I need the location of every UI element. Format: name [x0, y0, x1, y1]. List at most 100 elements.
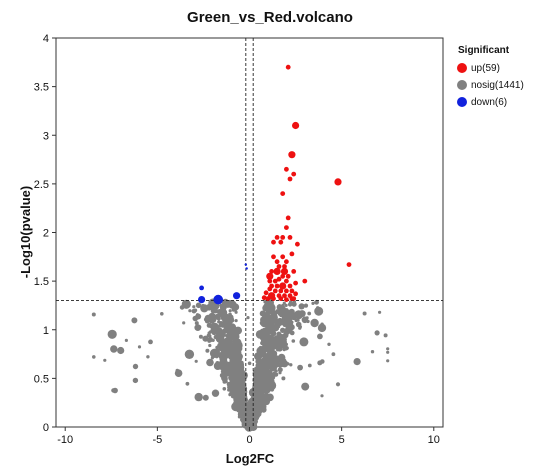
nosig-point — [290, 309, 295, 314]
nosig-point — [301, 304, 305, 308]
nosig-point — [383, 333, 388, 338]
nosig-point — [258, 407, 262, 411]
nosig-point — [283, 308, 287, 312]
nosig-point — [213, 303, 217, 308]
nosig-point — [240, 409, 245, 414]
nosig-point — [252, 409, 260, 416]
nosig-point — [208, 312, 216, 321]
nosig-point — [192, 315, 199, 322]
y-tick-label: 2 — [43, 228, 49, 240]
nosig-point — [246, 420, 250, 424]
nosig-point — [243, 404, 249, 410]
up-point — [284, 166, 289, 172]
up-point — [267, 286, 273, 292]
nosig-point — [207, 336, 213, 343]
y-tick-label: 3.5 — [34, 82, 49, 94]
nosig-point — [211, 329, 218, 336]
nosig-point — [269, 350, 278, 358]
nosig-point — [215, 345, 219, 350]
nosig-point — [124, 338, 128, 342]
nosig-point — [225, 365, 232, 372]
down-point — [233, 292, 241, 300]
nosig-point — [117, 346, 125, 355]
nosig-point — [277, 367, 283, 373]
legend-down-label: down(6) — [471, 97, 507, 108]
up-point — [271, 296, 276, 301]
nosig-point — [194, 321, 199, 326]
nosig-point — [291, 301, 297, 307]
y-tick-label: 1.5 — [34, 276, 49, 288]
nosig-point — [234, 310, 238, 314]
nosig-point — [217, 366, 221, 370]
nosig-point — [224, 323, 231, 330]
down-point — [199, 285, 205, 291]
up-point — [261, 295, 267, 301]
nosig-point — [276, 304, 283, 311]
nosig-point — [295, 321, 302, 328]
up-point — [293, 291, 298, 297]
nosig-point — [238, 380, 242, 384]
nosig-point — [280, 363, 284, 368]
nosig-point — [188, 309, 192, 313]
nosig-point — [297, 364, 303, 371]
up-point — [279, 282, 287, 290]
nosig-point — [131, 317, 138, 324]
nosig-point — [281, 376, 286, 381]
up-point — [278, 239, 284, 245]
nosig-point — [231, 371, 236, 376]
nosig-point — [211, 389, 220, 397]
up-point — [291, 269, 297, 274]
nosig-point — [198, 325, 202, 329]
up-point — [274, 259, 280, 265]
up-point — [285, 215, 291, 221]
nosig-point — [320, 322, 324, 326]
nosig-point — [246, 316, 250, 320]
nosig-point — [301, 316, 309, 324]
up-point — [280, 235, 286, 240]
up-point — [302, 278, 308, 284]
nosig-point — [282, 301, 286, 305]
nosig-point — [262, 302, 273, 313]
nosig-point — [284, 303, 288, 307]
nosig-point — [194, 359, 198, 363]
nosig-point — [270, 387, 275, 392]
up-point — [346, 262, 352, 267]
nosig-point — [201, 303, 205, 308]
nosig-point — [246, 422, 254, 430]
up-point — [334, 178, 342, 186]
significant-points-layer — [198, 64, 352, 305]
nosig-point — [198, 334, 203, 339]
nosig-point — [320, 394, 324, 398]
nosig-point — [203, 317, 208, 322]
nosig-point — [110, 345, 118, 353]
nosig-point — [274, 372, 279, 377]
nosig-point — [221, 304, 227, 311]
nosig-point — [279, 313, 283, 318]
y-axis-label: -Log10(pvalue) — [18, 186, 33, 278]
nosig-point — [233, 379, 237, 383]
threshold-lines — [56, 38, 443, 427]
nosig-point — [234, 319, 238, 323]
nosig-point — [277, 344, 282, 348]
nosig-point — [146, 355, 150, 359]
nosig-point — [221, 374, 228, 382]
nosig-point — [269, 309, 274, 314]
nosig-point — [222, 328, 227, 334]
nosig-point — [301, 382, 310, 391]
nosig-point — [137, 345, 142, 349]
nosig-point — [260, 390, 265, 395]
nosig-point — [229, 320, 233, 324]
nosig-point — [378, 310, 382, 314]
nosig-point — [287, 302, 293, 307]
nosig-point — [386, 350, 390, 354]
up-point — [267, 278, 273, 284]
nosig-point — [307, 363, 312, 368]
nosig-point — [238, 398, 244, 404]
nosig-point — [229, 380, 234, 384]
nosig-point — [274, 322, 278, 326]
nosig-point — [260, 329, 265, 334]
nosig-point — [228, 309, 232, 313]
nosig-point — [253, 395, 257, 399]
up-point — [284, 288, 289, 294]
up-point — [282, 293, 287, 299]
